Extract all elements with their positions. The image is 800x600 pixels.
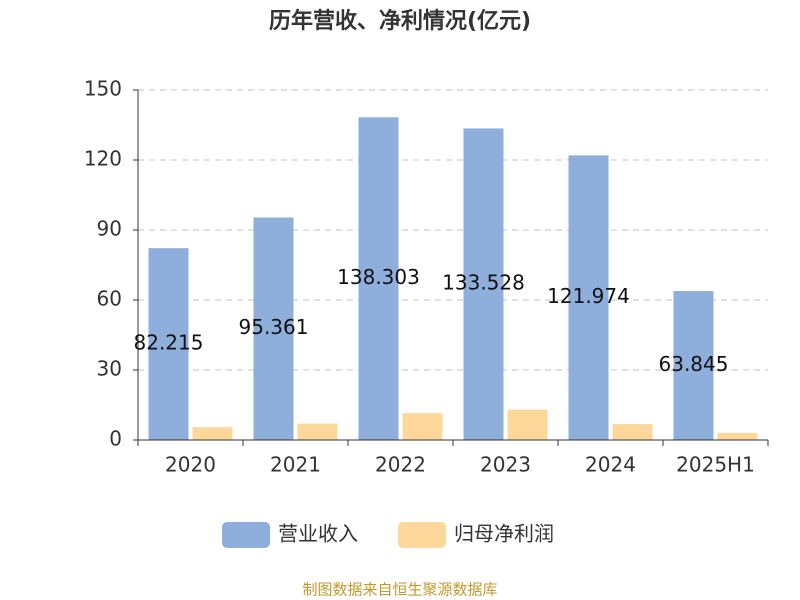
x-tick-label: 2020 [165, 453, 216, 477]
legend-swatch [222, 522, 270, 548]
source-note: 制图数据来自恒生聚源数据库 [302, 581, 497, 599]
y-tick-label: 120 [84, 147, 122, 171]
bar [612, 424, 653, 440]
data-label: 121.974 [547, 284, 630, 308]
x-tick-label: 2023 [480, 453, 531, 477]
y-tick-label: 90 [97, 217, 122, 241]
legend-swatch [398, 522, 446, 548]
chart-title: 历年营收、净利情况(亿元) [269, 8, 531, 34]
x-tick-label: 2025H1 [676, 453, 755, 477]
bar [507, 409, 548, 440]
data-label: 63.845 [659, 352, 729, 376]
bar [717, 433, 758, 440]
bar [673, 291, 714, 440]
x-tick-label: 2022 [375, 453, 426, 477]
bar [253, 217, 294, 440]
y-tick-label: 150 [84, 77, 122, 101]
legend-label: 归母净利润 [454, 522, 554, 546]
x-tick-label: 2021 [270, 453, 321, 477]
data-label: 95.361 [239, 315, 309, 339]
data-label: 82.215 [134, 331, 204, 355]
y-tick-label: 30 [97, 357, 122, 381]
data-label: 138.303 [337, 265, 420, 289]
y-tick-label: 0 [109, 427, 122, 451]
bar [358, 117, 399, 440]
y-tick-label: 60 [97, 287, 122, 311]
bar [463, 128, 504, 440]
x-tick-label: 2024 [585, 453, 636, 477]
bar [402, 413, 443, 440]
legend-label: 营业收入 [278, 522, 358, 546]
bar [192, 427, 233, 440]
bar [148, 248, 189, 440]
bar [297, 423, 338, 440]
data-label: 133.528 [442, 271, 525, 295]
bar [568, 155, 609, 441]
